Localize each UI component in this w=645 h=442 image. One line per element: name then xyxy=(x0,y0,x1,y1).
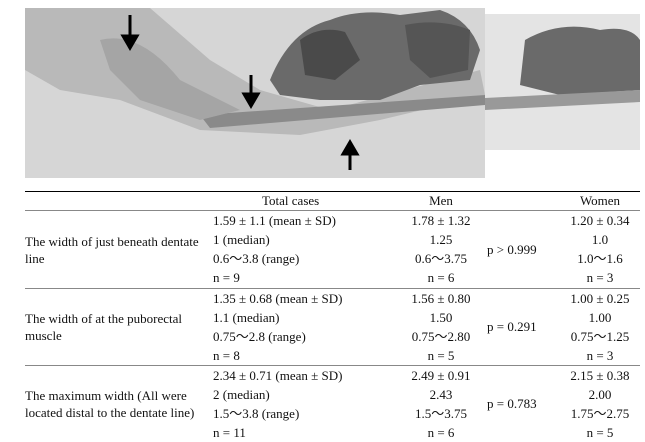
cell: 1.59 ± 1.1 (mean ± SD) xyxy=(213,213,336,228)
cell: 2.15 ± 0.38 xyxy=(570,368,630,383)
rule xyxy=(25,365,640,366)
cell: 1.56 ± 0.80 xyxy=(411,291,471,306)
cell: n = 3 xyxy=(586,270,614,285)
cell: 1 (median) xyxy=(213,232,270,247)
row-label: The width of just beneath dentate line xyxy=(25,211,215,288)
cell: 1.35 ± 0.68 (mean ± SD) xyxy=(213,291,343,306)
cell: 0.6～3.75 xyxy=(414,251,467,266)
cell: 1.5～3.8 (range) xyxy=(213,406,300,421)
cell: 1.5～3.75 xyxy=(414,406,467,421)
p-value: p > 0.999 xyxy=(487,241,537,257)
cell: n = 6 xyxy=(427,425,455,440)
cell: 1.00 xyxy=(588,310,612,325)
cell: 0.75～1.25 xyxy=(570,329,630,344)
row-label-text: The width of at the puborectal muscle xyxy=(25,311,183,343)
cell: 1.20 ± 0.34 xyxy=(570,213,630,228)
cell: n = 5 xyxy=(427,348,455,363)
cell: 1.0～1.6 xyxy=(577,251,623,266)
cell: 0.75～2.80 xyxy=(411,329,471,344)
cell: n = 6 xyxy=(427,270,455,285)
column-header: Men xyxy=(429,193,453,208)
cell: n = 9 xyxy=(213,270,240,285)
cell: 1.25 xyxy=(429,232,453,247)
cell: 1.00 ± 0.25 xyxy=(570,291,630,306)
cell: 1.78 ± 1.32 xyxy=(411,213,471,228)
cell: 1.75～2.75 xyxy=(570,406,630,421)
cell: n = 8 xyxy=(213,348,240,363)
cell: 2.34 ± 0.71 (mean ± SD) xyxy=(213,368,343,383)
cell: 1.50 xyxy=(429,310,453,325)
row-label-text: The width of just beneath dentate line xyxy=(25,233,199,266)
rule xyxy=(25,288,640,289)
column-header: Women xyxy=(579,193,621,208)
cell: 2.43 xyxy=(429,387,453,402)
cell: 2 (median) xyxy=(213,387,270,402)
cell: 1.1 (median) xyxy=(213,310,280,325)
histology-image xyxy=(25,8,640,178)
rule xyxy=(25,191,640,192)
row-label: The width of at the puborectal muscle xyxy=(25,289,215,365)
row-label-text: The maximum width (All were located dist… xyxy=(25,387,195,420)
row-label: The maximum width (All were located dist… xyxy=(25,366,215,441)
column-header: Total cases xyxy=(262,193,320,208)
cell: n = 3 xyxy=(586,348,614,363)
cell: 2.49 ± 0.91 xyxy=(411,368,471,383)
cell: n = 11 xyxy=(213,425,246,440)
p-value: p = 0.291 xyxy=(487,319,537,334)
cell: 2.00 xyxy=(588,387,612,402)
cell: 0.75～2.8 (range) xyxy=(213,329,306,344)
cell: 0.6～3.8 (range) xyxy=(213,251,300,266)
cell: 1.0 xyxy=(591,232,609,247)
cell: n = 5 xyxy=(586,425,614,440)
rule xyxy=(25,210,640,211)
p-value: p = 0.783 xyxy=(487,395,537,411)
